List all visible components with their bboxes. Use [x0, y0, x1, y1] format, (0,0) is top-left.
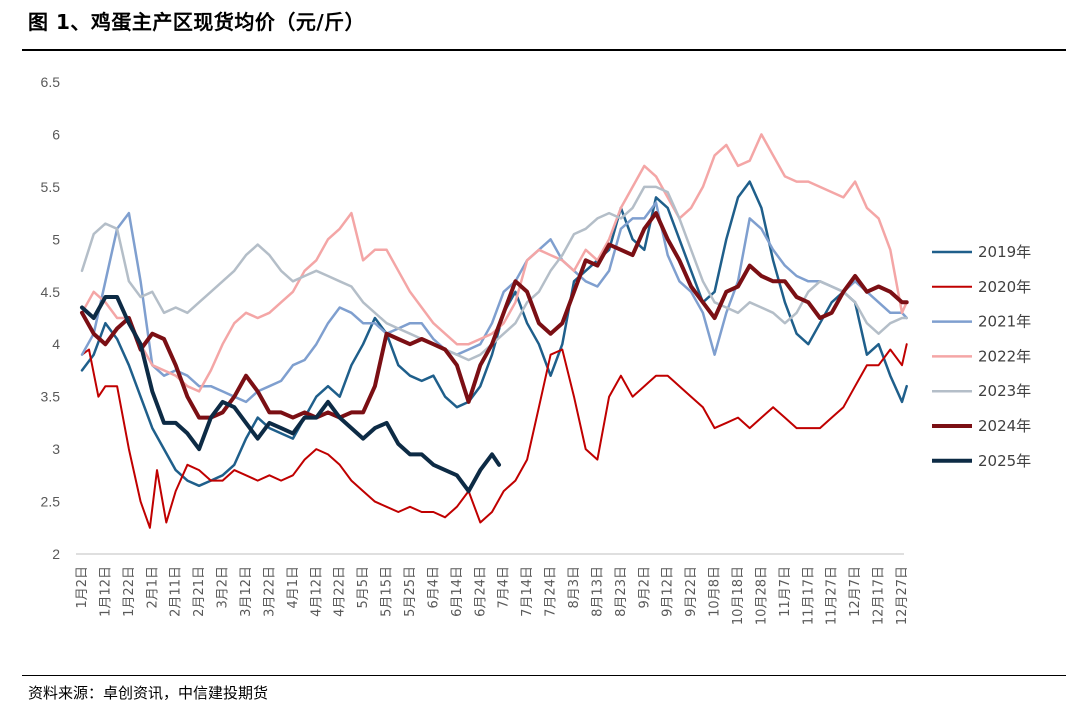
series-line-2021年 [80, 201, 908, 404]
y-tick-label: 6 [52, 126, 60, 142]
x-tick-label: 2月1日 [145, 566, 160, 609]
x-tick-label: 4月22日 [333, 566, 348, 617]
x-tick-label: 6月24日 [473, 566, 488, 617]
x-tick-label: 9月22日 [684, 566, 699, 617]
x-tick-label: 11月7日 [778, 566, 793, 617]
y-tick-label: 2.5 [41, 494, 61, 510]
x-tick-label: 10月28日 [754, 566, 769, 625]
x-tick-label: 1月12日 [98, 566, 113, 617]
legend-label: 2020年 [978, 278, 1031, 296]
x-tick-label: 8月13日 [590, 566, 605, 617]
x-tick-label: 2月21日 [192, 566, 207, 617]
x-tick-label: 4月1日 [286, 566, 301, 609]
y-tick-label: 6.5 [41, 74, 61, 90]
legend-label: 2019年 [978, 243, 1031, 261]
x-tick-label: 6月14日 [450, 566, 465, 617]
y-axis: 2 2.5 3 3.5 4 4.5 5 5.5 6 6.5 [41, 74, 61, 562]
x-tick-label: 11月17日 [801, 566, 816, 625]
legend-label: 2025年 [978, 452, 1031, 470]
x-tick-label: 5月5日 [356, 566, 371, 609]
legend-label: 2023年 [978, 382, 1031, 400]
series-line-2025年 [80, 295, 501, 494]
y-tick-label: 2 [52, 546, 60, 562]
footer-divider [22, 675, 1066, 676]
x-tick-label: 6月4日 [426, 566, 441, 609]
legend-label: 2021年 [978, 313, 1031, 331]
x-axis: 1月2日 1月12日 1月22日 2月1日 2月11日 2月21日 3月2日 3月12日 3月2… [75, 566, 910, 625]
source-note: 资料来源：卓创资讯，中信建投期货 [28, 684, 269, 702]
y-tick-label: 3.5 [41, 389, 61, 405]
legend: 2019年 2020年 2021年 2022年 2023年 2024年 2025年 [932, 243, 1031, 470]
title-divider [22, 49, 1066, 51]
x-tick-label: 12月17日 [872, 566, 887, 625]
x-tick-label: 3月2日 [216, 566, 231, 609]
series-line-2023年 [80, 185, 908, 362]
y-tick-label: 4 [52, 336, 60, 352]
page-title: 图 1、鸡蛋主产区现货均价（元/斤） [28, 10, 366, 34]
series-group [80, 133, 909, 529]
x-tick-label: 7月4日 [497, 566, 512, 609]
y-tick-label: 4.5 [41, 284, 61, 300]
x-tick-label: 10月8日 [708, 566, 723, 617]
x-tick-label: 3月12日 [239, 566, 254, 617]
x-tick-label: 12月27日 [895, 566, 910, 625]
series-line-2024年 [80, 211, 909, 420]
x-tick-label: 8月23日 [614, 566, 629, 617]
x-tick-label: 10月18日 [731, 566, 746, 625]
series-line-2020年 [81, 343, 908, 529]
x-tick-label: 7月14日 [520, 566, 535, 617]
x-tick-label: 4月12日 [309, 566, 324, 617]
legend-label: 2022年 [978, 347, 1031, 365]
x-tick-label: 12月7日 [848, 566, 863, 617]
x-tick-label: 2月11日 [169, 566, 184, 617]
x-tick-label: 3月22日 [262, 566, 277, 617]
x-tick-label: 9月2日 [637, 566, 652, 609]
x-tick-label: 5月25日 [403, 566, 418, 617]
y-tick-label: 5.5 [41, 179, 61, 195]
x-tick-label: 1月22日 [122, 566, 137, 617]
x-tick-label: 1月2日 [75, 566, 90, 609]
y-tick-label: 3 [52, 441, 60, 457]
x-tick-label: 9月12日 [661, 566, 676, 617]
x-tick-label: 8月3日 [567, 566, 582, 609]
y-tick-label: 5 [52, 231, 60, 247]
x-tick-label: 5月15日 [380, 566, 395, 617]
x-tick-label: 7月24日 [544, 566, 559, 617]
x-tick-label: 11月27日 [825, 566, 840, 625]
legend-label: 2024年 [978, 417, 1031, 435]
